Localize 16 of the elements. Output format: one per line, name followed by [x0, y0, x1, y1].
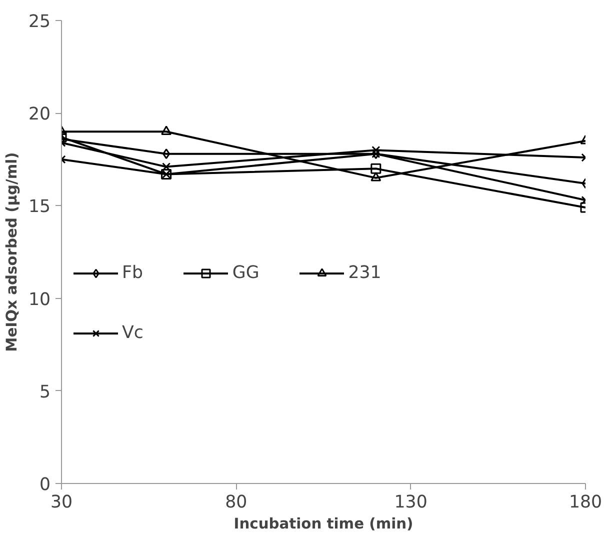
y-tick-label: 25	[28, 12, 51, 32]
x-axis-title: Incubation time (min)	[234, 516, 414, 532]
y-tick-label: 0	[39, 475, 51, 495]
x-tick-label: 80	[225, 492, 248, 512]
y-axis-title: MeIQx adsorbed (µg/ml)	[3, 152, 20, 352]
legend-label: GG	[232, 263, 260, 283]
legend-label: Vc	[122, 323, 144, 343]
y-tick-label: 5	[39, 382, 51, 402]
legend-label: Fb	[122, 263, 143, 283]
y-tick-label: 10	[28, 290, 51, 310]
y-tick-label: 15	[28, 197, 51, 218]
y-tick-label: 20	[28, 104, 51, 125]
x-tick-label: 180	[568, 492, 602, 512]
legend-label: 231	[348, 263, 382, 283]
x-tick-label: 30	[50, 492, 73, 512]
x-tick-label: 130	[394, 492, 428, 512]
